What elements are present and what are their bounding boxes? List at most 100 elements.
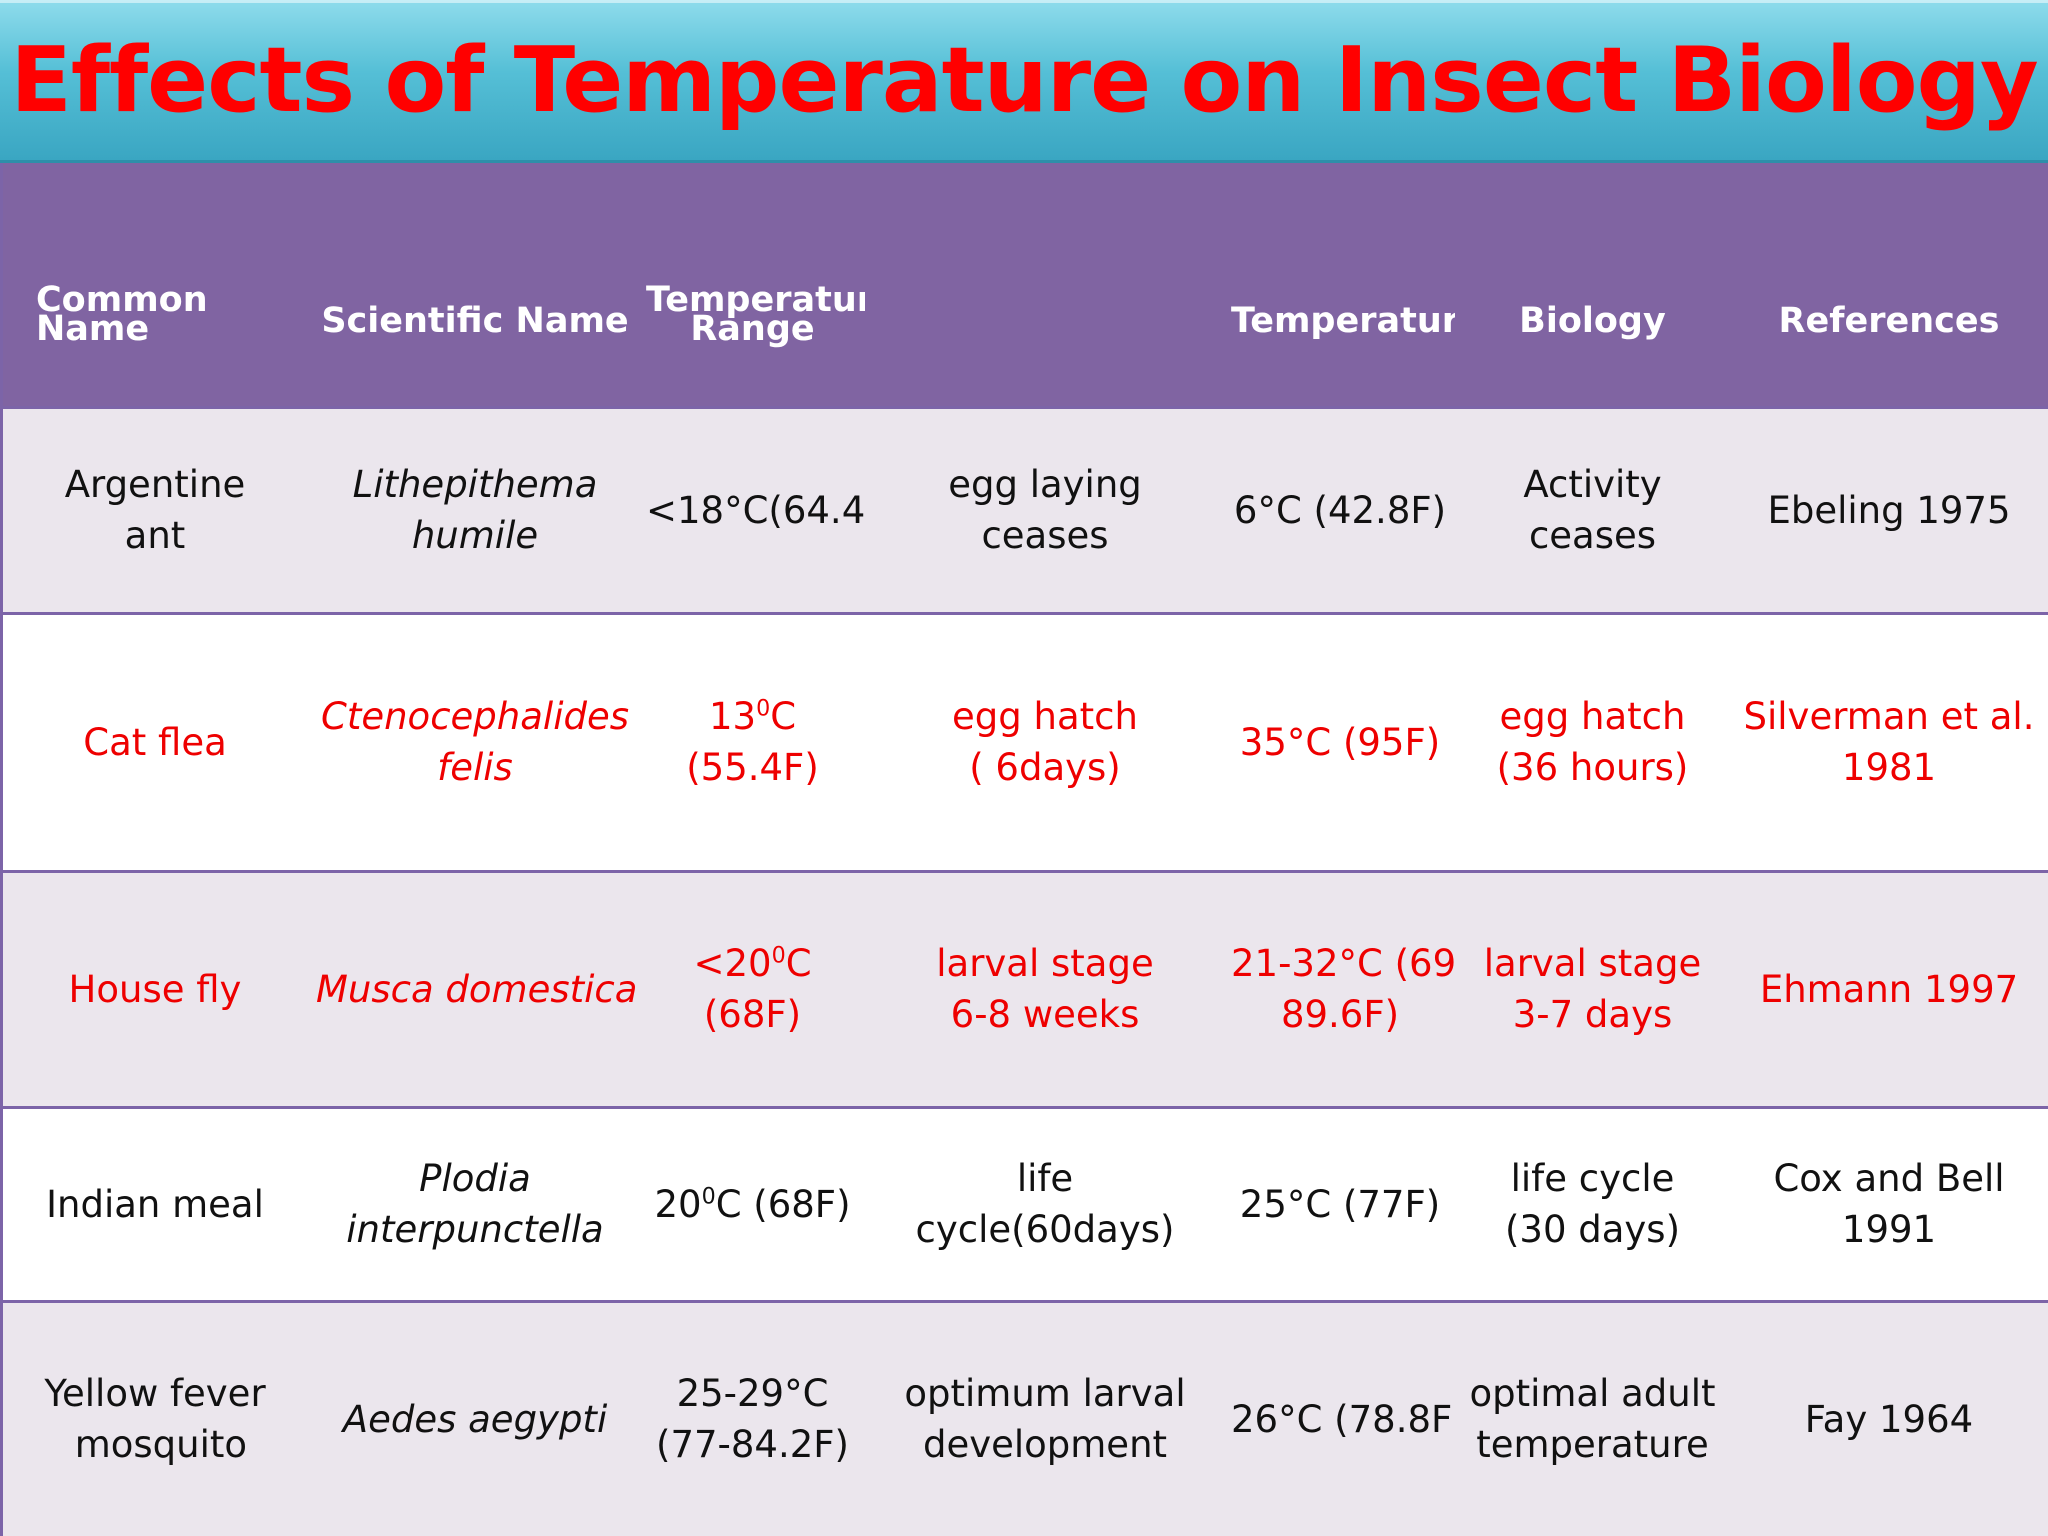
cell-line: ceases <box>981 514 1109 557</box>
temp-post: C (55.4F) <box>686 695 819 789</box>
cell-biology: egg hatch (36 hours) <box>1455 611 1730 871</box>
cell-line: egg hatch <box>1499 695 1686 738</box>
cell-line: Cat flea <box>83 720 227 764</box>
cell-line: optimal adult <box>1469 1372 1716 1415</box>
cell-line: 89.6F) <box>1280 993 1400 1036</box>
temp-sup: 0 <box>771 942 786 969</box>
cell-common-name: Argentine ant <box>0 405 310 613</box>
cell-line: 21-32°C (69.8- <box>1231 942 1455 985</box>
cell-scientific-name: Plodia interpunctella <box>310 1105 640 1301</box>
cell-effect: optimum larval development <box>865 1299 1225 1536</box>
header-references: References <box>1778 300 2000 341</box>
cell-line: Argentine <box>64 463 246 506</box>
header-biology: Biology <box>1519 300 1666 341</box>
cell-biology: optimal adult temperature <box>1455 1299 1730 1536</box>
cell-line: Activity <box>1523 463 1662 506</box>
insect-temperature-table: Common Name Scientific Name Temperature … <box>0 163 2048 1536</box>
cell-temperature: 6°C (42.8F) <box>1225 405 1455 613</box>
temp-post: C (68F) <box>715 1182 851 1226</box>
temp-sup: 0 <box>701 1183 716 1210</box>
cell-scientific-name: Musca domestica <box>310 869 640 1107</box>
cell-references: Ehmann 1997 <box>1730 869 2048 1107</box>
temp-post: C (68F) <box>703 942 812 1036</box>
cell-biology: life cycle (30 days) <box>1455 1105 1730 1301</box>
cell-line: mosquito <box>62 1423 248 1466</box>
cell-line: ( 6days) <box>969 746 1121 789</box>
cell-effect: larval stage 6-8 weeks <box>865 869 1225 1107</box>
cell-scientific-name: Lithepithema humile <box>310 405 640 613</box>
cell-references: Cox and Bell 1991 <box>1730 1105 2048 1301</box>
cell-line: humile <box>411 514 539 557</box>
cell-common-name: Yellow fever mosquito <box>0 1299 310 1536</box>
cell-line: Cox and Bell <box>1773 1157 2005 1200</box>
cell-line: 25°C (77F) <box>1239 1182 1441 1226</box>
cell-line: interpunctella <box>346 1208 604 1251</box>
cell-line: ceases <box>1528 514 1657 557</box>
header-temperature-range-line: Range <box>690 309 815 350</box>
cell-scientific-name: Ctenocephalides felis <box>310 611 640 871</box>
cell-line: 6-8 weeks <box>950 993 1140 1036</box>
header-effect <box>865 163 1225 407</box>
cell-temperature: 21-32°C (69.8- 89.6F) <box>1225 869 1455 1107</box>
temp-pre: 20 <box>654 1182 702 1226</box>
cell-line: Musca domestica <box>316 967 638 1011</box>
table-row: Yellow fever mosquito Aedes aegypti 25-29°… <box>0 1299 2048 1536</box>
cell-line: 130C (55.4F) <box>646 691 859 793</box>
cell-references: Silverman et al. 1981 <box>1730 611 2048 871</box>
cell-line: Yellow fever <box>44 1372 266 1415</box>
cell-line: Ehmann 1997 <box>1759 967 2019 1011</box>
cell-line: (36 hours) <box>1496 746 1689 789</box>
cell-line: (77-84.2F) <box>656 1423 849 1466</box>
cell-common-name: House fly <box>0 869 310 1107</box>
cell-line: 1991 <box>1841 1208 1937 1251</box>
cell-line: 200C (68F) <box>646 1179 859 1230</box>
cell-line: egg hatch <box>952 695 1138 738</box>
cell-common-name: Indian meal <box>0 1105 310 1301</box>
cell-line: House fly <box>68 967 242 1011</box>
cell-temperature-range: <200C (68F) <box>640 869 865 1107</box>
cell-temperature: 26°C (78.8F) <box>1225 1299 1455 1536</box>
cell-biology: larval stage 3-7 days <box>1455 869 1730 1107</box>
cell-temperature-range: <18°C(64.4F) <box>640 405 865 613</box>
cell-line: larval stage <box>1483 942 1702 985</box>
cell-effect: egg hatch ( 6days) <box>865 611 1225 871</box>
cell-common-name: Cat flea <box>0 611 310 871</box>
header-temperature-range: Temperature Range <box>640 163 865 407</box>
cell-line: Plodia <box>419 1157 531 1200</box>
cell-line: development <box>922 1423 1168 1466</box>
table-left-border <box>0 163 3 1536</box>
cell-temperature-range: 200C (68F) <box>640 1105 865 1301</box>
cell-line: Ebeling 1975 <box>1767 488 2011 532</box>
temp-pre: <20 <box>693 942 772 985</box>
cell-line: 26°C (78.8F) <box>1231 1397 1455 1441</box>
header-common-name: Common Name <box>0 163 310 407</box>
cell-line: cycle(60days) <box>915 1208 1175 1251</box>
cell-line: ant <box>124 514 186 557</box>
header-scientific-name: Scientific Name <box>321 300 629 341</box>
header-temperature-range-line: Temperature <box>646 280 865 321</box>
cell-line: 25-29°C <box>676 1372 829 1415</box>
cell-scientific-name: Aedes aegypti <box>310 1299 640 1536</box>
cell-temperature: 35°C (95F) <box>1225 611 1455 871</box>
table-body: Argentine ant Lithepithema humile <18°C(64.4… <box>0 405 2048 1536</box>
table-row: House fly Musca domestica <200C (68F) larva… <box>0 869 2048 1107</box>
cell-line: <18°C(64.4F) <box>646 488 865 532</box>
slide-title: Effects of Temperature on Insect Biology <box>10 27 2038 133</box>
header-common-name-line: Name <box>36 309 150 350</box>
cell-line: felis <box>437 746 513 789</box>
table-row: Indian meal Plodia interpunctella 200C (68F… <box>0 1105 2048 1301</box>
cell-line: 35°C (95F) <box>1239 720 1441 764</box>
cell-line: Aedes aegypti <box>342 1397 608 1441</box>
cell-line: optimum larval <box>904 1372 1186 1415</box>
table-row: Cat flea Ctenocephalides felis 130C (55.4F)… <box>0 611 2048 871</box>
cell-effect: egg laying ceases <box>865 405 1225 613</box>
temp-sup: 0 <box>756 695 771 722</box>
cell-references: Ebeling 1975 <box>1730 405 2048 613</box>
header-common-name-line: Common <box>36 280 208 321</box>
cell-temperature-range: 130C (55.4F) <box>640 611 865 871</box>
cell-line: Lithepithema <box>352 463 598 506</box>
header-temperature: Temperature <box>1231 300 1455 341</box>
cell-line: Fay 1964 <box>1804 1397 1974 1441</box>
cell-temperature: 25°C (77F) <box>1225 1105 1455 1301</box>
header-row: Common Name Scientific Name Temperature … <box>0 163 2048 407</box>
